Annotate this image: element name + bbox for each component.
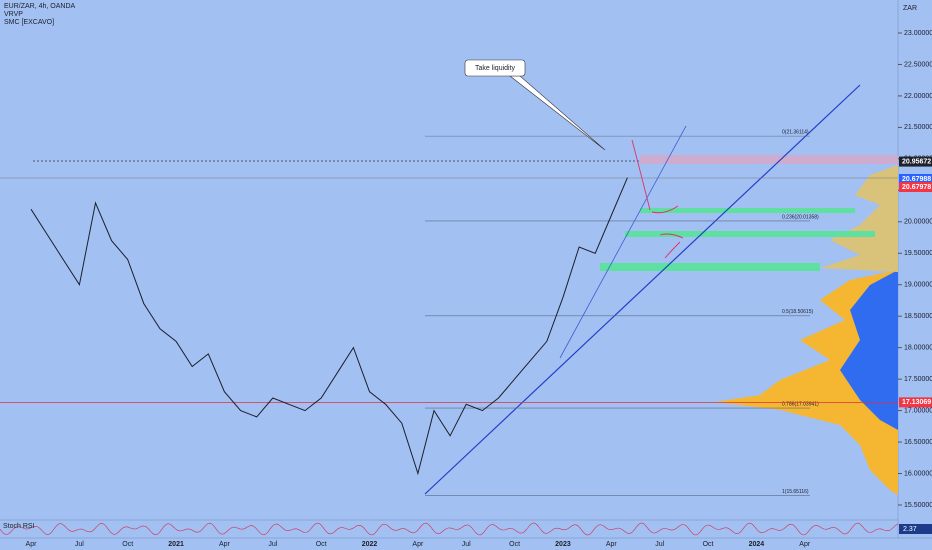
indicator: VRVP	[4, 11, 23, 18]
x-tick-label: Apr	[219, 541, 231, 548]
price-tag-label: 20.95672	[902, 158, 931, 165]
y-tick-label: 21.50000	[904, 124, 932, 131]
fib-label: 0.5(18.50615)	[782, 309, 813, 315]
demand-zone	[600, 263, 820, 271]
x-tick-label: Jul	[462, 541, 471, 548]
x-tick-label: 2022	[362, 541, 378, 548]
indicator: SMC [EXCAVO]	[4, 19, 54, 26]
x-tick-label: Jul	[268, 541, 277, 548]
x-tick-label: Jul	[655, 541, 664, 548]
y-tick-label: 18.50000	[904, 313, 932, 320]
fib-label: 0.786(17.03941)	[782, 401, 819, 407]
x-tick-label: Oct	[316, 541, 327, 548]
volume-profile	[715, 270, 898, 495]
x-tick-label: Apr	[26, 541, 38, 548]
y-tick-label: 18.00000	[904, 344, 932, 351]
fib-label: 0.236(20.01358)	[782, 214, 819, 220]
y-tick-label: 17.00000	[904, 407, 932, 414]
x-tick-label: 2023	[555, 541, 571, 548]
x-tick-label: 2024	[749, 541, 765, 548]
x-tick-label: Jul	[75, 541, 84, 548]
price-tag-label: 17.13069	[902, 399, 931, 406]
oscillator-name: Stoch RSI	[3, 523, 35, 530]
price-tag	[899, 397, 932, 408]
x-tick-label: Apr	[799, 541, 811, 548]
y-tick-label: 22.50000	[904, 61, 932, 68]
oscillator-value: 2.37	[903, 526, 917, 533]
y-tick-label: 23.00000	[904, 30, 932, 37]
price-tag-label: 20.67988	[902, 176, 931, 183]
fib-label: 0(21.36114)	[782, 129, 809, 135]
y-tick-label: 15.50000	[904, 502, 932, 509]
price-tag	[899, 174, 932, 185]
price-tag	[899, 156, 932, 167]
y-tick-label: 17.50000	[904, 376, 932, 383]
y-tick-label: 16.50000	[904, 439, 932, 446]
x-tick-label: Oct	[509, 541, 520, 548]
x-tick-label: Oct	[122, 541, 133, 548]
demand-zone	[625, 231, 875, 237]
callout-text: Take liquidity	[475, 65, 516, 72]
demand-zone	[640, 208, 855, 213]
oscillator-line	[0, 522, 899, 536]
y-tick-label: 16.00000	[904, 470, 932, 477]
x-tick-label: Oct	[703, 541, 714, 548]
fib-label: 1(15.65116)	[782, 489, 809, 495]
price-line	[30, 177, 628, 476]
trendline	[559, 125, 687, 359]
x-tick-label: Apr	[412, 541, 424, 548]
volume-profile	[840, 270, 898, 430]
volume-profile	[820, 165, 898, 272]
x-tick-label: 2021	[168, 541, 184, 548]
trendline	[424, 84, 861, 495]
price-tag	[899, 182, 932, 193]
y-tick-label: 20.00000	[904, 219, 932, 226]
y-tick-label: 19.00000	[904, 282, 932, 289]
currency: ZAR	[903, 5, 917, 12]
projection	[631, 139, 684, 259]
y-tick-label: 19.50000	[904, 250, 932, 257]
callout	[464, 59, 526, 77]
oscillator-tag	[899, 524, 932, 534]
supply-zone	[640, 155, 898, 164]
price-tag-label: 20.67978	[902, 184, 931, 191]
y-tick-label: 22.00000	[904, 93, 932, 100]
x-tick-label: Apr	[606, 541, 618, 548]
symbol: EUR/ZAR, 4h, OANDA	[4, 3, 76, 10]
